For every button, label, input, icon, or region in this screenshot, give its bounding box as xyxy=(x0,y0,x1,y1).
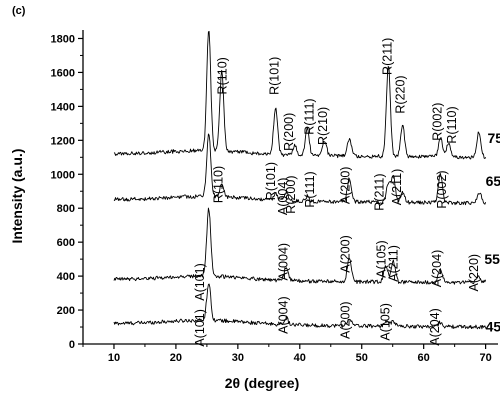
temperature-label: 650°C xyxy=(486,173,500,189)
peak-label: A(004) xyxy=(276,243,290,281)
y-tick-label: 1800 xyxy=(51,33,75,45)
peak-label: A(211) xyxy=(390,169,404,206)
peak-label: A(004) xyxy=(276,178,290,216)
y-tick-label: 1400 xyxy=(51,101,75,113)
y-tick-label: 0 xyxy=(69,339,75,351)
x-tick-label: 50 xyxy=(356,352,368,364)
x-tick-label: 60 xyxy=(418,352,430,364)
peak-label: R(110) xyxy=(216,57,230,94)
peak-label: R(101) xyxy=(268,57,282,95)
x-tick-label: 10 xyxy=(108,352,120,364)
peak-label: R(110) xyxy=(211,166,225,203)
peak-label: R(200) xyxy=(284,175,298,213)
peak-label: R(002) xyxy=(431,103,445,141)
peak-label: R(211) xyxy=(381,38,395,75)
series-traces xyxy=(113,30,487,330)
peak-labels: A(101) A(004) A(200) A(105) A(204) A(101) A(00… xyxy=(193,38,481,347)
y-tick-label: 1000 xyxy=(51,169,75,181)
y-tick-label: 800 xyxy=(57,203,75,215)
y-tick-label: 1600 xyxy=(51,67,75,79)
peak-label: A(200) xyxy=(338,167,352,205)
x-tick-label: 40 xyxy=(294,352,306,364)
peak-label: A(101) xyxy=(193,309,207,347)
x-tick-label: 70 xyxy=(479,352,491,364)
axes: 10 20 30 40 50 60 70 0 200 400 600 800 1000 1200 1400 1… xyxy=(51,30,498,364)
peak-label: R(210) xyxy=(316,107,330,145)
series-line-1 xyxy=(113,207,487,285)
peak-label: R(220) xyxy=(394,75,408,113)
y-tick-label: 400 xyxy=(57,271,75,283)
peak-label: A(220) xyxy=(467,254,481,292)
y-tick-label: 200 xyxy=(57,305,75,317)
peak-label: A(211) xyxy=(387,245,401,282)
peak-label: A(105) xyxy=(379,303,393,341)
temperature-label: 450°C xyxy=(486,318,500,334)
peak-label: A(105) xyxy=(374,240,388,278)
peak-label: R(002) xyxy=(435,170,449,208)
series-line-3 xyxy=(113,30,486,160)
temperature-label: 550°C xyxy=(484,251,500,267)
y-axis-title: Intensity (a.u.) xyxy=(9,149,25,244)
y-tick-label: 600 xyxy=(57,237,75,249)
series-line-2 xyxy=(113,133,487,206)
temperature-label: 750°C xyxy=(488,130,500,146)
peak-label: A(204) xyxy=(430,250,444,288)
peak-label: R(211) xyxy=(372,173,386,210)
peak-label: R(200) xyxy=(282,113,296,151)
temperature-labels: 750°C 650°C 550°C 450°C xyxy=(484,130,500,334)
peak-label: R(111) xyxy=(302,98,316,134)
peak-label: A(004) xyxy=(276,296,290,334)
series-line-0 xyxy=(113,283,487,330)
peak-label: R(110) xyxy=(445,106,459,143)
x-axis-title: 2θ (degree) xyxy=(225,375,299,391)
peak-label: R(101) xyxy=(264,162,278,200)
peak-label: R(111) xyxy=(303,171,317,207)
peak-label: A(101) xyxy=(193,263,207,301)
peak-label: A(204) xyxy=(428,308,442,346)
panel-label: (c) xyxy=(12,5,26,17)
peak-label: A(200) xyxy=(338,235,352,273)
x-tick-label: 20 xyxy=(170,352,182,364)
y-tick-label: 1200 xyxy=(51,135,75,147)
x-tick-label: 30 xyxy=(232,352,244,364)
peak-label: A(200) xyxy=(338,301,352,339)
